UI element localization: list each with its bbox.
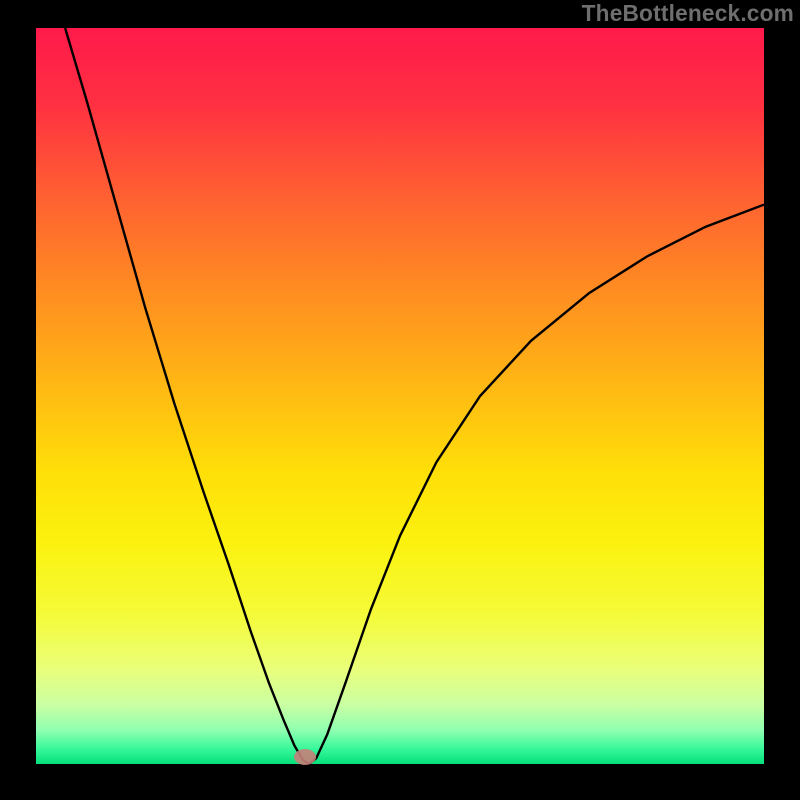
bottleneck-curve [65,28,764,764]
curve-layer [36,28,764,764]
optimal-point-marker [294,749,316,765]
watermark-text: TheBottleneck.com [582,0,794,27]
chart-plot-area [36,28,764,764]
